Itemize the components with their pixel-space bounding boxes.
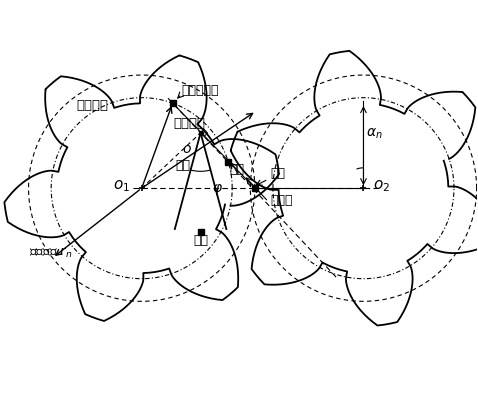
Text: 节圆半径 $r_n$: 节圆半径 $r_n$ [29, 246, 73, 260]
Text: $o_1$: $o_1$ [113, 178, 130, 194]
Text: 节点: 节点 [271, 167, 286, 180]
Text: 临界噜合点: 临界噜合点 [182, 84, 219, 97]
Text: 噜合线: 噜合线 [271, 194, 293, 207]
Text: $\varphi$: $\varphi$ [212, 182, 223, 197]
Text: $\alpha_n$: $\alpha_n$ [366, 126, 382, 141]
Text: $o_2$: $o_2$ [372, 178, 390, 194]
Text: 基圆半径: 基圆半径 [76, 99, 108, 112]
Text: 顶点: 顶点 [193, 234, 208, 247]
Text: $o$: $o$ [182, 142, 192, 156]
Text: 根点: 根点 [229, 163, 244, 176]
Text: 顶角: 顶角 [175, 159, 190, 172]
Text: 顶圆半径: 顶圆半径 [174, 117, 206, 130]
